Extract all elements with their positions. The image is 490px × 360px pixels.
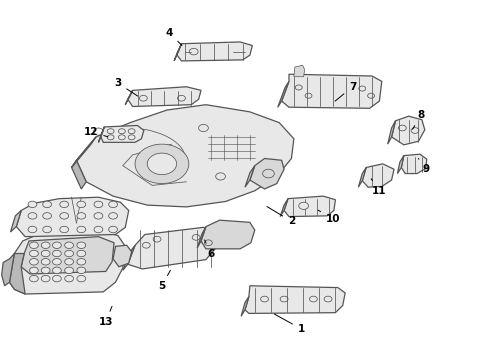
- Polygon shape: [72, 160, 86, 189]
- Text: 4: 4: [166, 28, 182, 45]
- Text: 10: 10: [318, 210, 340, 224]
- Polygon shape: [10, 211, 21, 232]
- Polygon shape: [401, 154, 427, 174]
- Circle shape: [41, 275, 50, 282]
- Polygon shape: [294, 65, 305, 77]
- Circle shape: [29, 242, 38, 248]
- Circle shape: [65, 267, 74, 274]
- Text: 8: 8: [413, 111, 424, 129]
- Circle shape: [60, 226, 69, 233]
- Polygon shape: [101, 126, 144, 142]
- Circle shape: [41, 242, 50, 248]
- Circle shape: [41, 250, 50, 257]
- Circle shape: [60, 213, 69, 219]
- Polygon shape: [9, 253, 25, 294]
- Text: 12: 12: [84, 127, 108, 137]
- Circle shape: [65, 258, 74, 265]
- Circle shape: [77, 258, 86, 265]
- Polygon shape: [128, 87, 201, 107]
- Polygon shape: [9, 230, 125, 294]
- Polygon shape: [245, 166, 255, 187]
- Polygon shape: [201, 220, 255, 249]
- Polygon shape: [113, 245, 132, 267]
- Polygon shape: [125, 90, 133, 105]
- Circle shape: [41, 258, 50, 265]
- Circle shape: [77, 201, 86, 208]
- Circle shape: [52, 258, 61, 265]
- Circle shape: [52, 275, 61, 282]
- Circle shape: [43, 213, 51, 219]
- Text: 13: 13: [98, 306, 113, 327]
- Circle shape: [77, 242, 86, 248]
- Circle shape: [135, 144, 189, 184]
- Text: 6: 6: [205, 240, 215, 258]
- Circle shape: [28, 226, 37, 233]
- Circle shape: [28, 201, 37, 208]
- Polygon shape: [21, 237, 114, 274]
- Text: 1: 1: [274, 314, 305, 334]
- Circle shape: [65, 250, 74, 257]
- Circle shape: [52, 242, 61, 248]
- Circle shape: [94, 213, 103, 219]
- Circle shape: [65, 275, 74, 282]
- Circle shape: [43, 226, 51, 233]
- Circle shape: [43, 201, 51, 208]
- Polygon shape: [245, 286, 345, 314]
- Circle shape: [28, 213, 37, 219]
- Text: 11: 11: [371, 179, 387, 196]
- Polygon shape: [250, 158, 284, 189]
- Circle shape: [109, 213, 118, 219]
- Circle shape: [65, 242, 74, 248]
- Polygon shape: [98, 127, 104, 142]
- Text: 5: 5: [158, 270, 171, 291]
- Polygon shape: [392, 116, 425, 145]
- Circle shape: [77, 267, 86, 274]
- Circle shape: [77, 250, 86, 257]
- Polygon shape: [1, 253, 14, 286]
- Circle shape: [299, 202, 309, 210]
- Circle shape: [29, 250, 38, 257]
- Polygon shape: [76, 105, 294, 207]
- Text: 3: 3: [114, 78, 138, 96]
- Polygon shape: [358, 167, 366, 187]
- Polygon shape: [241, 297, 249, 316]
- Circle shape: [29, 267, 38, 274]
- Circle shape: [94, 226, 103, 233]
- Circle shape: [29, 275, 38, 282]
- Polygon shape: [278, 81, 289, 107]
- Polygon shape: [197, 226, 206, 248]
- Circle shape: [41, 267, 50, 274]
- Polygon shape: [282, 74, 382, 108]
- Polygon shape: [123, 245, 135, 270]
- Polygon shape: [174, 44, 181, 61]
- Circle shape: [77, 226, 86, 233]
- Text: 7: 7: [335, 82, 356, 101]
- Text: 2: 2: [267, 207, 295, 226]
- Circle shape: [77, 213, 86, 219]
- Polygon shape: [16, 197, 129, 237]
- Circle shape: [109, 201, 118, 208]
- Polygon shape: [397, 156, 404, 174]
- Text: 9: 9: [418, 158, 429, 174]
- Circle shape: [60, 201, 69, 208]
- Circle shape: [77, 275, 86, 282]
- Polygon shape: [388, 121, 395, 144]
- Polygon shape: [284, 196, 335, 217]
- Circle shape: [94, 201, 103, 208]
- Polygon shape: [176, 42, 252, 61]
- Circle shape: [147, 153, 176, 175]
- Circle shape: [52, 267, 61, 274]
- Circle shape: [52, 250, 61, 257]
- Circle shape: [29, 258, 38, 265]
- Polygon shape: [72, 137, 96, 167]
- Polygon shape: [362, 164, 394, 187]
- Polygon shape: [128, 227, 218, 269]
- Circle shape: [109, 226, 118, 233]
- Polygon shape: [280, 199, 288, 217]
